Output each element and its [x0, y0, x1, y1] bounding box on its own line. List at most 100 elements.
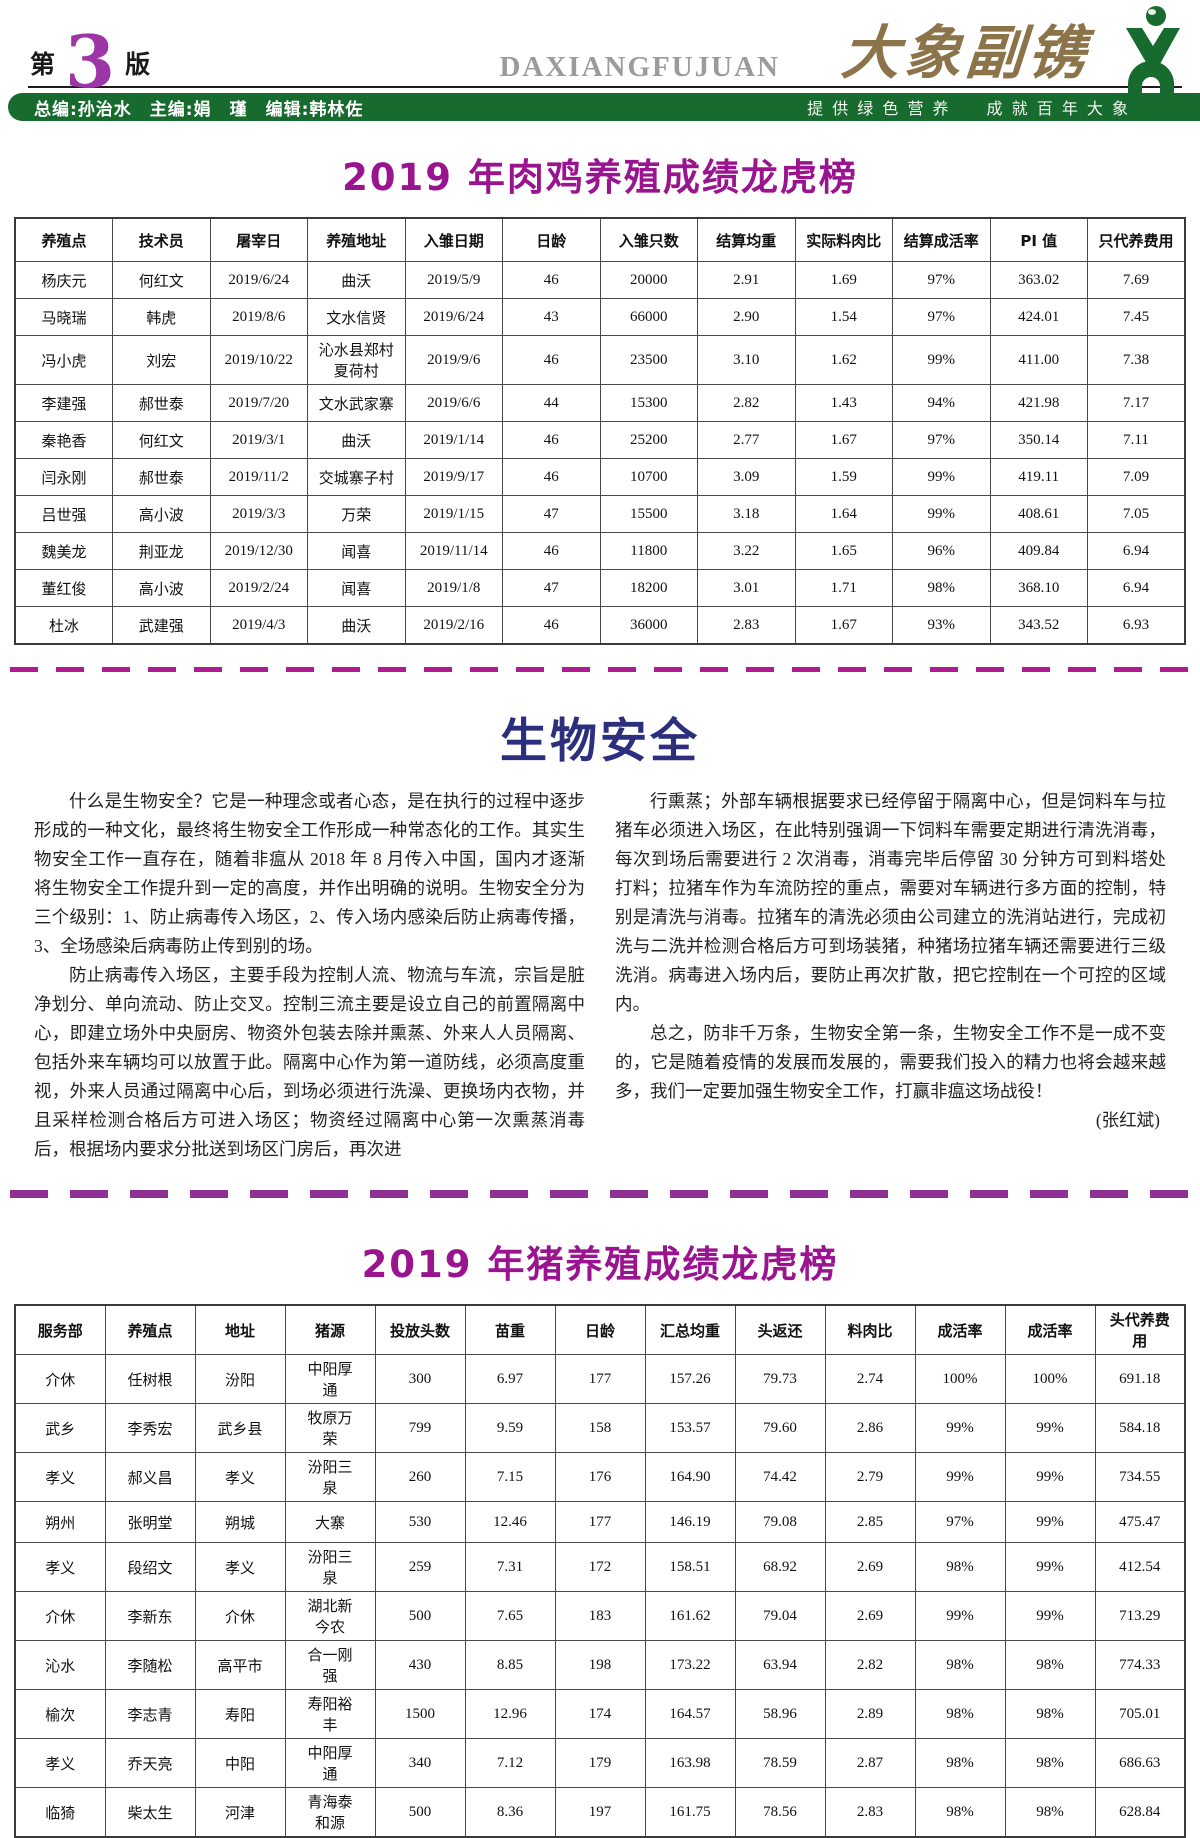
table-cell: 99% — [914, 1452, 1006, 1502]
table-cell: 47 — [502, 569, 601, 607]
table-cell: 157.26 — [644, 1354, 736, 1404]
table-cell: 2.83 — [824, 1787, 916, 1838]
table-cell: 文水武家寨 — [307, 384, 406, 422]
divider-top — [10, 667, 1190, 672]
table-cell: 46 — [502, 335, 601, 385]
table-cell: 7.38 — [1087, 335, 1186, 385]
table-cell: 李随松 — [104, 1640, 196, 1690]
table-cell: 99% — [892, 495, 991, 533]
table-cell: 介休 — [194, 1591, 286, 1641]
table-cell: 郝世泰 — [112, 458, 211, 496]
table-cell: 沁水县郑村夏荷村 — [307, 335, 406, 385]
table-cell: 46 — [502, 261, 601, 299]
table-cell: 8.85 — [464, 1640, 556, 1690]
table-cell: 20000 — [599, 261, 698, 299]
table-cell: 榆次 — [14, 1689, 106, 1739]
table-cell: 牧原万荣 — [284, 1403, 376, 1453]
table-cell: 高平市 — [194, 1640, 286, 1690]
table-cell: 100% — [914, 1354, 1006, 1404]
table-cell: 100% — [1004, 1354, 1096, 1404]
table-cell: 冯小虎 — [14, 335, 113, 385]
table-row: 董红俊 高小波 2019/2/24 闻喜 2019/1/8 47 18200 3.01 1.71… — [14, 569, 1186, 607]
chicken-table: 养殖点 技术员 屠宰日 养殖地址 入雏日期 日龄 入雏只数 结算均重 实际料肉比 结算成活率 PI … — [14, 217, 1186, 645]
table-row: 吕世强 高小波 2019/3/3 万荣 2019/1/15 47 15500 3.18 1.64… — [14, 495, 1186, 533]
table-cell: 汾阳 — [194, 1354, 286, 1404]
table-cell: 183 — [554, 1591, 646, 1641]
table-cell: 628.84 — [1094, 1787, 1186, 1838]
table-cell: 46 — [502, 458, 601, 496]
table-cell: 99% — [1004, 1452, 1096, 1502]
table-cell: 2019/1/8 — [404, 569, 503, 607]
brand-slogan: 提 供 绿 色 营 养 成 就 百 年 大 象 — [807, 99, 1130, 118]
table-cell: 10700 — [599, 458, 698, 496]
table-cell: 1.62 — [794, 335, 893, 385]
table-cell: 武乡县 — [194, 1403, 286, 1453]
table-cell: 98% — [914, 1542, 1006, 1592]
table-cell: 691.18 — [1094, 1354, 1186, 1404]
table-cell: 2019/3/3 — [209, 495, 308, 533]
table-cell: 1.71 — [794, 569, 893, 607]
table-cell: 713.29 — [1094, 1591, 1186, 1641]
table-cell: 8.36 — [464, 1787, 556, 1838]
table-cell: 李秀宏 — [104, 1403, 196, 1453]
table-cell: 湖北新今农 — [284, 1591, 376, 1641]
column-header: 日龄 — [502, 217, 601, 262]
table-cell: 177 — [554, 1354, 646, 1404]
column-header: 实际料肉比 — [794, 217, 893, 262]
table-cell: 李建强 — [14, 384, 113, 422]
table-cell: 23500 — [599, 335, 698, 385]
pig-table: 服务部 养殖点 地址 猪源 投放头数 苗重 日龄 汇总均重 头返还 料肉比 成活率 成活率 头代养费用 … — [14, 1304, 1186, 1838]
edition-number: 3 — [65, 19, 116, 104]
table-cell: 79.73 — [734, 1354, 826, 1404]
table-cell: 合一刚强 — [284, 1640, 376, 1690]
table-cell: 中阳厚通 — [284, 1738, 376, 1788]
column-header: 结算均重 — [697, 217, 796, 262]
table-cell: 368.10 — [989, 569, 1088, 607]
table-cell: 2.82 — [697, 384, 796, 422]
table-cell: 98% — [914, 1787, 1006, 1838]
table-cell: 98% — [914, 1689, 1006, 1739]
table-cell: 杨庆元 — [14, 261, 113, 299]
brand-logo-icon — [1126, 6, 1180, 100]
table-cell: 2019/9/6 — [404, 335, 503, 385]
table-cell: 421.98 — [989, 384, 1088, 422]
table-cell: 1.67 — [794, 421, 893, 459]
table-cell: 汾阳三泉 — [284, 1542, 376, 1592]
table-cell: 荆亚龙 — [112, 532, 211, 570]
table-row: 闫永刚 郝世泰 2019/11/2 交城寨子村 2019/9/17 46 10700 3.09… — [14, 458, 1186, 496]
table-cell: 7.12 — [464, 1738, 556, 1788]
table-cell: 秦艳香 — [14, 421, 113, 459]
article-signature: (张红斌) — [1095, 1110, 1160, 1130]
table-cell: 97% — [892, 421, 991, 459]
table-cell: 何红文 — [112, 261, 211, 299]
staff-bar: 总编:孙治水 主编:娟 瑾 编辑:韩林佐 提 供 绿 色 营 养 成 就 百 年… — [8, 93, 1200, 121]
table-cell: 2.69 — [824, 1542, 916, 1592]
table-cell: 774.33 — [1094, 1640, 1186, 1690]
table-cell: 7.17 — [1087, 384, 1186, 422]
table-row: 朔州 张明堂 朔城 大寨 530 12.46 177 146.19 79.08 2.85 97% 99… — [14, 1501, 1186, 1543]
column-header: 屠宰日 — [209, 217, 308, 262]
table-cell: 7.69 — [1087, 261, 1186, 299]
table-cell: 409.84 — [989, 532, 1088, 570]
column-header: 技术员 — [112, 217, 211, 262]
table-row: 秦艳香 何红文 2019/3/1 曲沃 2019/1/14 46 25200 2.77 1.67… — [14, 421, 1186, 459]
table-cell: 2019/10/22 — [209, 335, 308, 385]
edition-prefix: 第 — [30, 52, 56, 79]
table-cell: 2019/11/14 — [404, 532, 503, 570]
table-cell: 2019/5/9 — [404, 261, 503, 299]
table-cell: 介休 — [14, 1591, 106, 1641]
table-cell: 94% — [892, 384, 991, 422]
table-cell: 杜冰 — [14, 606, 113, 645]
table-cell: 曲沃 — [307, 261, 406, 299]
table-cell: 260 — [374, 1452, 466, 1502]
table-cell: 98% — [892, 569, 991, 607]
column-header: 猪源 — [284, 1304, 376, 1355]
table-cell: 74.42 — [734, 1452, 826, 1502]
table-cell: 412.54 — [1094, 1542, 1186, 1592]
table-cell: 2.87 — [824, 1738, 916, 1788]
table-cell: 2.82 — [824, 1640, 916, 1690]
masthead-latin: DAXIANGFUJUAN — [499, 51, 780, 83]
table-cell: 刘宏 — [112, 335, 211, 385]
column-header: 成活率 — [914, 1304, 1006, 1355]
table-cell: 介休 — [14, 1354, 106, 1404]
